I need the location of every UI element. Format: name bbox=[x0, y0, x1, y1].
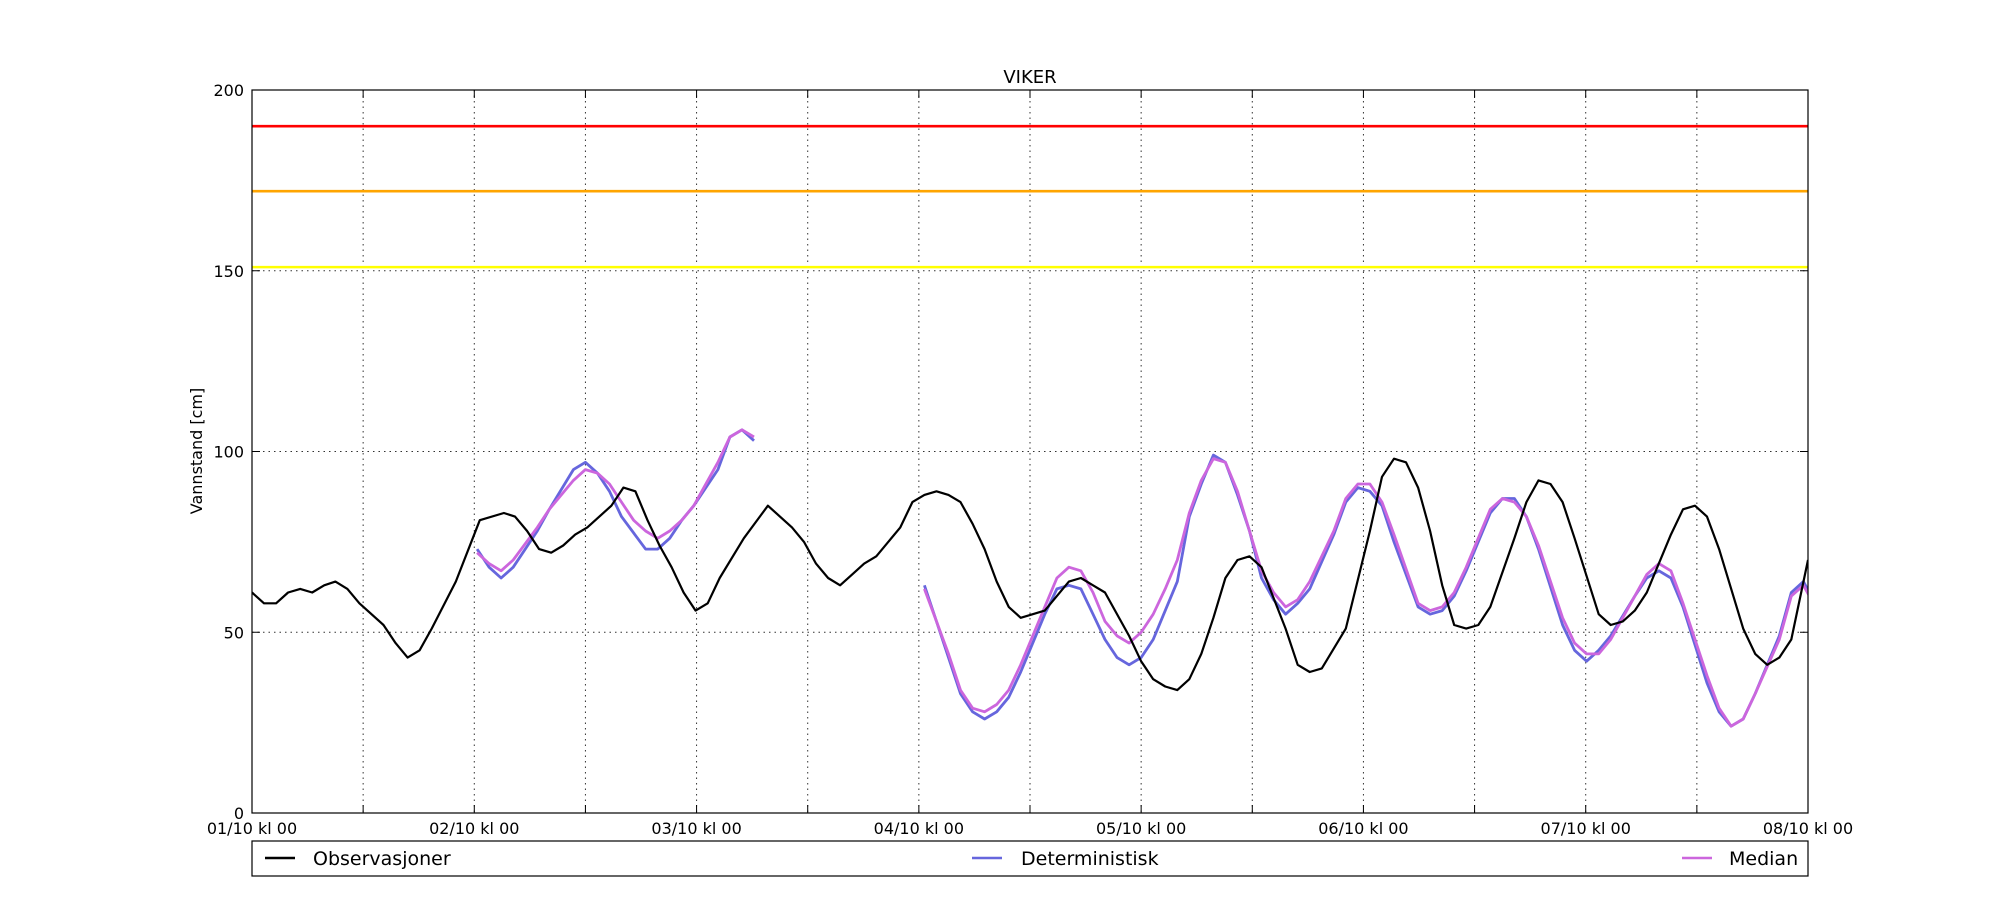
chart-title: VIKER bbox=[1003, 67, 1056, 88]
y-tick-label: 200 bbox=[213, 81, 244, 100]
x-tick-label: 03/10 kl 00 bbox=[651, 819, 741, 838]
series-line-median bbox=[923, 457, 1808, 728]
legend-label: Median bbox=[1729, 848, 1798, 870]
legend-label: Deterministisk bbox=[1021, 848, 1159, 870]
plot-frame bbox=[251, 89, 1809, 814]
grid-lines bbox=[252, 90, 1808, 813]
x-tick-label: 07/10 kl 00 bbox=[1541, 819, 1631, 838]
legend-frame bbox=[251, 840, 1809, 877]
y-ticks: 0 50 100 150 200 bbox=[213, 81, 1808, 823]
y-tick-label: 150 bbox=[213, 262, 244, 281]
legend-label: Observasjoner bbox=[313, 848, 451, 870]
series-line-median bbox=[476, 428, 755, 573]
x-tick-label: 06/10 kl 00 bbox=[1318, 819, 1408, 838]
series-line-deterministisk bbox=[475, 428, 755, 580]
y-axis-label: Vannstand [cm] bbox=[187, 388, 206, 514]
series-line-observasjoner bbox=[252, 457, 1808, 692]
x-tick-label: 05/10 kl 00 bbox=[1096, 819, 1186, 838]
threshold-lines bbox=[252, 124, 1808, 269]
y-tick-label: 50 bbox=[224, 623, 244, 642]
x-tick-label: 02/10 kl 00 bbox=[429, 819, 519, 838]
y-tick-label: 100 bbox=[213, 443, 244, 462]
x-tick-label: 01/10 kl 00 bbox=[207, 819, 297, 838]
series-lines bbox=[252, 428, 1808, 728]
series-line-deterministisk bbox=[923, 453, 1808, 728]
y-tick-label: 0 bbox=[234, 804, 244, 823]
x-tick-label: 08/10 kl 00 bbox=[1763, 819, 1853, 838]
legend: Observasjoner Deterministisk Median bbox=[251, 840, 1809, 877]
x-ticks: 01/10 kl 00 02/10 kl 00 03/10 kl 00 04/10 k… bbox=[207, 819, 1853, 838]
x-tick-label: 04/10 kl 00 bbox=[874, 819, 964, 838]
